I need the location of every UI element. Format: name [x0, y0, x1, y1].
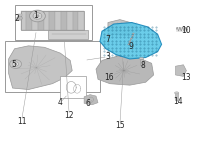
Text: 12: 12	[64, 111, 74, 120]
Text: 9: 9	[128, 42, 133, 51]
Ellipse shape	[128, 44, 130, 45]
Bar	[55, 11, 61, 30]
Circle shape	[15, 63, 17, 65]
Bar	[176, 27, 187, 31]
FancyBboxPatch shape	[60, 76, 86, 98]
Text: 7: 7	[106, 35, 110, 44]
Bar	[78, 11, 84, 30]
Text: 16: 16	[104, 73, 114, 82]
Bar	[38, 11, 44, 30]
Ellipse shape	[132, 35, 134, 36]
Bar	[67, 11, 73, 30]
Bar	[140, 59, 143, 65]
Circle shape	[17, 16, 22, 20]
Ellipse shape	[139, 57, 144, 59]
Circle shape	[33, 13, 42, 19]
Text: 13: 13	[182, 73, 191, 82]
Bar	[175, 93, 178, 100]
Polygon shape	[96, 56, 154, 85]
Text: 5: 5	[11, 60, 16, 69]
FancyBboxPatch shape	[15, 5, 92, 40]
Ellipse shape	[129, 41, 131, 42]
Bar	[32, 11, 38, 30]
Bar	[61, 11, 67, 30]
Text: 14: 14	[174, 97, 183, 106]
Bar	[49, 11, 55, 30]
Polygon shape	[100, 22, 162, 59]
Circle shape	[13, 62, 19, 66]
FancyBboxPatch shape	[5, 41, 100, 92]
Circle shape	[10, 60, 22, 68]
Ellipse shape	[130, 38, 132, 39]
Text: 3: 3	[106, 52, 110, 61]
Circle shape	[29, 10, 45, 22]
Polygon shape	[48, 30, 88, 39]
Bar	[21, 11, 26, 30]
Text: 8: 8	[140, 61, 145, 70]
Text: 15: 15	[115, 121, 125, 130]
Ellipse shape	[132, 33, 134, 34]
Polygon shape	[84, 95, 98, 105]
Polygon shape	[175, 65, 186, 76]
Text: 4: 4	[58, 98, 63, 107]
Polygon shape	[9, 46, 72, 90]
Circle shape	[36, 15, 39, 17]
Text: 6: 6	[86, 99, 91, 108]
Polygon shape	[108, 20, 140, 36]
Bar	[44, 11, 49, 30]
Text: 2: 2	[14, 14, 19, 23]
Ellipse shape	[174, 92, 179, 94]
Text: 11: 11	[17, 117, 26, 126]
Text: 10: 10	[182, 26, 191, 35]
Text: 1: 1	[33, 11, 38, 20]
Bar	[26, 11, 32, 30]
Bar	[73, 11, 78, 30]
Bar	[18, 14, 22, 16]
